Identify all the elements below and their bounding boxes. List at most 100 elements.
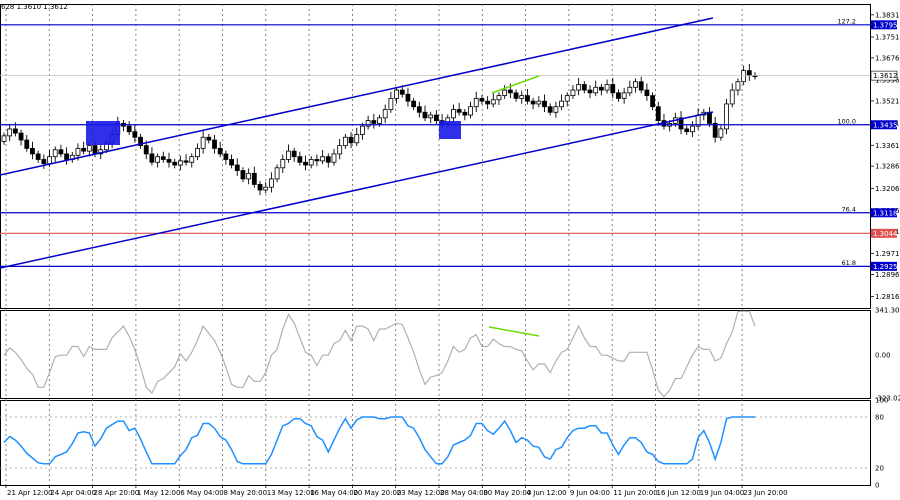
main-price-panel[interactable]: 127.2 100.0 76.4 61.8 [0, 17, 870, 269]
candle[interactable] [638, 81, 644, 91]
candle[interactable] [1, 135, 7, 142]
candle[interactable] [598, 86, 604, 91]
candle[interactable] [712, 122, 718, 138]
candle[interactable] [149, 153, 155, 163]
candle[interactable] [655, 106, 661, 122]
candle[interactable] [234, 164, 240, 171]
candle[interactable] [411, 100, 417, 108]
candle[interactable] [30, 147, 35, 155]
candle[interactable] [422, 111, 428, 119]
candle[interactable] [371, 120, 377, 124]
candle[interactable] [388, 97, 394, 110]
candle[interactable] [217, 147, 223, 155]
candle[interactable] [337, 145, 343, 155]
candle[interactable] [177, 160, 183, 166]
candle[interactable] [274, 167, 280, 180]
candle[interactable] [581, 84, 587, 91]
candle[interactable] [360, 125, 365, 135]
candle[interactable] [12, 128, 18, 134]
candle[interactable] [7, 128, 13, 137]
candle[interactable] [75, 147, 81, 156]
candle[interactable] [308, 159, 314, 166]
candle[interactable] [735, 81, 741, 91]
candle[interactable] [684, 128, 690, 133]
candle[interactable] [314, 159, 320, 162]
candle[interactable] [35, 153, 41, 160]
candle[interactable] [263, 186, 269, 191]
candle[interactable] [525, 95, 530, 102]
candle[interactable] [348, 136, 354, 144]
candle[interactable] [496, 95, 502, 101]
candle[interactable] [81, 147, 87, 152]
rsi-indicator-panel[interactable] [3, 416, 755, 465]
candle[interactable] [47, 156, 52, 165]
candle[interactable] [485, 100, 490, 105]
candle[interactable] [519, 95, 525, 99]
candle[interactable] [746, 70, 752, 77]
candle[interactable] [644, 89, 650, 97]
candle[interactable] [621, 92, 627, 99]
candle[interactable] [24, 139, 30, 149]
candle[interactable] [126, 125, 132, 133]
candle[interactable] [627, 86, 633, 94]
candle[interactable] [433, 114, 439, 122]
candle[interactable] [342, 136, 348, 146]
candle[interactable] [325, 156, 331, 163]
candle[interactable] [729, 89, 735, 105]
candle[interactable] [172, 161, 178, 166]
divergence-line-price[interactable] [491, 75, 540, 94]
candle[interactable] [58, 149, 64, 155]
candle[interactable] [451, 109, 456, 119]
candle[interactable] [610, 84, 616, 94]
channel-lower-line[interactable] [0, 111, 714, 269]
candle[interactable] [616, 92, 621, 99]
highlight-box[interactable] [439, 121, 461, 139]
candle[interactable] [269, 178, 274, 188]
candle[interactable] [382, 109, 388, 119]
candle[interactable] [377, 117, 382, 124]
candle[interactable] [416, 106, 422, 113]
candle[interactable] [200, 136, 206, 149]
candle[interactable] [553, 106, 559, 113]
candle[interactable] [690, 125, 695, 133]
candle[interactable] [724, 103, 729, 130]
candle[interactable] [223, 153, 229, 160]
candle[interactable] [428, 114, 434, 119]
candle[interactable] [564, 95, 570, 102]
candle[interactable] [291, 150, 297, 158]
divergence-line-cci[interactable] [488, 326, 540, 337]
candle[interactable] [559, 100, 564, 108]
candle[interactable] [570, 89, 576, 97]
candle[interactable] [240, 170, 246, 180]
candle[interactable] [64, 153, 69, 160]
candle[interactable] [678, 117, 684, 130]
candle[interactable] [365, 120, 371, 127]
candle[interactable] [468, 106, 473, 116]
candle[interactable] [257, 184, 263, 191]
candle[interactable] [183, 160, 189, 163]
candle[interactable] [132, 131, 138, 138]
candle[interactable] [405, 93, 411, 102]
candle[interactable] [490, 99, 496, 105]
candle[interactable] [138, 136, 143, 146]
candle[interactable] [52, 149, 58, 158]
candle[interactable] [297, 156, 303, 163]
candle[interactable] [320, 156, 326, 162]
candle[interactable] [633, 81, 638, 88]
candle[interactable] [160, 156, 166, 160]
candle[interactable] [166, 159, 172, 163]
candle[interactable] [593, 86, 599, 94]
candle[interactable] [212, 139, 217, 149]
candle[interactable] [707, 111, 712, 124]
candle[interactable] [650, 95, 655, 108]
candle[interactable] [206, 136, 212, 141]
candle[interactable] [394, 89, 399, 99]
candle[interactable] [195, 147, 200, 158]
candle[interactable] [143, 145, 149, 155]
candle[interactable] [229, 159, 234, 166]
candle[interactable] [303, 161, 308, 166]
rsi-line[interactable] [3, 416, 755, 465]
cci-line[interactable] [3, 310, 756, 398]
candle[interactable] [530, 100, 536, 105]
candle[interactable] [462, 111, 468, 116]
